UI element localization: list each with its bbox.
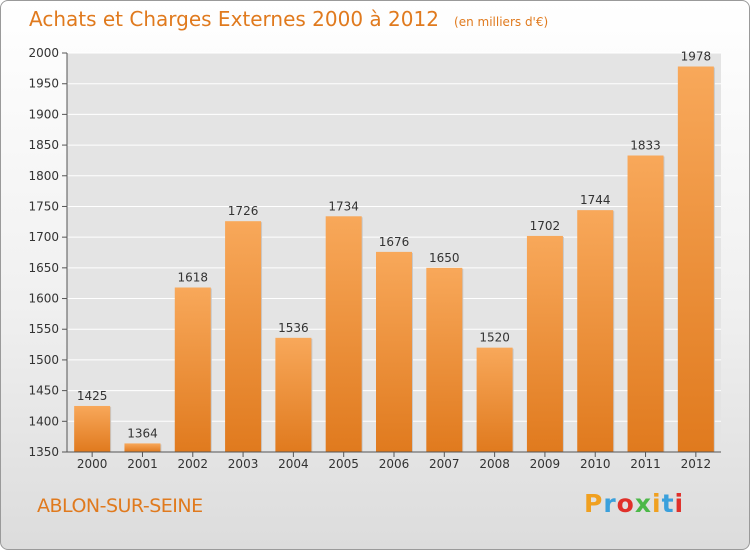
bar xyxy=(174,287,211,452)
y-tick-label: 1550 xyxy=(28,322,59,336)
bar-value-label: 1726 xyxy=(228,204,259,218)
x-tick-label: 2007 xyxy=(429,457,460,471)
y-tick-label: 1950 xyxy=(28,77,59,91)
logo-letter: i xyxy=(674,489,685,518)
y-tick-label: 1600 xyxy=(28,292,59,306)
proxiti-logo: Proxiti xyxy=(584,489,684,518)
x-tick-label: 2002 xyxy=(177,457,208,471)
bar-value-label: 1364 xyxy=(127,426,158,440)
commune-name: ABLON-SUR-SEINE xyxy=(37,495,203,517)
logo-letter: o xyxy=(616,489,635,518)
bar xyxy=(376,251,412,452)
chart-title: Achats et Charges Externes 2000 à 2012 xyxy=(29,7,439,31)
bar xyxy=(476,347,513,452)
bar xyxy=(526,235,563,452)
logo-letter: t xyxy=(661,489,675,518)
x-tick-label: 2000 xyxy=(77,457,108,471)
bar-value-label: 1702 xyxy=(530,219,561,233)
x-tick-label: 2012 xyxy=(681,457,712,471)
bar xyxy=(124,443,161,452)
x-tick-label: 2008 xyxy=(479,457,510,471)
data-labels: 1425 1364 1618 1726 1536 1734 1676 1650 1520 1702… xyxy=(77,50,711,441)
x-tick-label: 2006 xyxy=(379,457,410,471)
bar-value-label: 1833 xyxy=(630,139,661,153)
bar-value-label: 1676 xyxy=(379,235,410,249)
x-tick-label: 2005 xyxy=(328,457,359,471)
x-tick-label: 2001 xyxy=(127,457,158,471)
y-tick-label: 2000 xyxy=(28,46,59,60)
y-tick-label: 1350 xyxy=(28,445,59,459)
bar-value-label: 1744 xyxy=(580,193,611,207)
title-row: Achats et Charges Externes 2000 à 2012 (… xyxy=(29,7,548,31)
logo-letter: i xyxy=(652,489,662,518)
bar xyxy=(325,216,362,452)
logo-letter: P xyxy=(584,489,604,518)
logo-letter: r xyxy=(603,489,617,518)
x-tick-label: 2009 xyxy=(530,457,561,471)
y-tick-label: 1900 xyxy=(28,107,59,121)
y-tick-label: 1400 xyxy=(28,414,59,428)
bar xyxy=(426,267,463,452)
bar-value-label: 1978 xyxy=(681,50,712,64)
x-tick-label: 2010 xyxy=(580,457,611,471)
bar-value-label: 1734 xyxy=(328,199,359,213)
bar-value-label: 1650 xyxy=(429,251,460,265)
chart-subtitle: (en milliers d'€) xyxy=(454,15,549,29)
y-tick-label: 1450 xyxy=(28,384,59,398)
y-tick-label: 1700 xyxy=(28,230,59,244)
y-tick-label: 1500 xyxy=(28,353,59,367)
bar-value-label: 1618 xyxy=(177,270,208,284)
x-tick-label: 2003 xyxy=(228,457,259,471)
bar xyxy=(627,155,664,452)
y-tick-label: 1750 xyxy=(28,199,59,213)
bar xyxy=(677,66,714,453)
y-tick-label: 1850 xyxy=(28,138,59,152)
bar xyxy=(577,210,614,452)
bar xyxy=(74,405,111,452)
bar xyxy=(275,337,312,452)
axes: 1350 1400 1450 1500 1550 1600 1650 1700 1750 1800… xyxy=(28,46,721,471)
bar xyxy=(225,221,262,452)
bars xyxy=(74,66,715,453)
y-tick-label: 1650 xyxy=(28,261,59,275)
y-tick-label: 1800 xyxy=(28,169,59,183)
bar-value-label: 1536 xyxy=(278,321,309,335)
logo-letter: x xyxy=(634,489,652,518)
x-tick-label: 2004 xyxy=(278,457,309,471)
bar-value-label: 1520 xyxy=(479,331,510,345)
x-tick-label: 2011 xyxy=(630,457,661,471)
bar-value-label: 1425 xyxy=(77,389,108,403)
